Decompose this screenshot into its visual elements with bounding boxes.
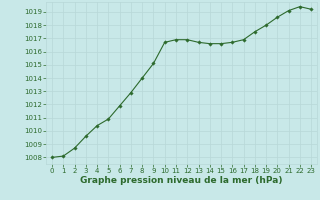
X-axis label: Graphe pression niveau de la mer (hPa): Graphe pression niveau de la mer (hPa) (80, 176, 283, 185)
